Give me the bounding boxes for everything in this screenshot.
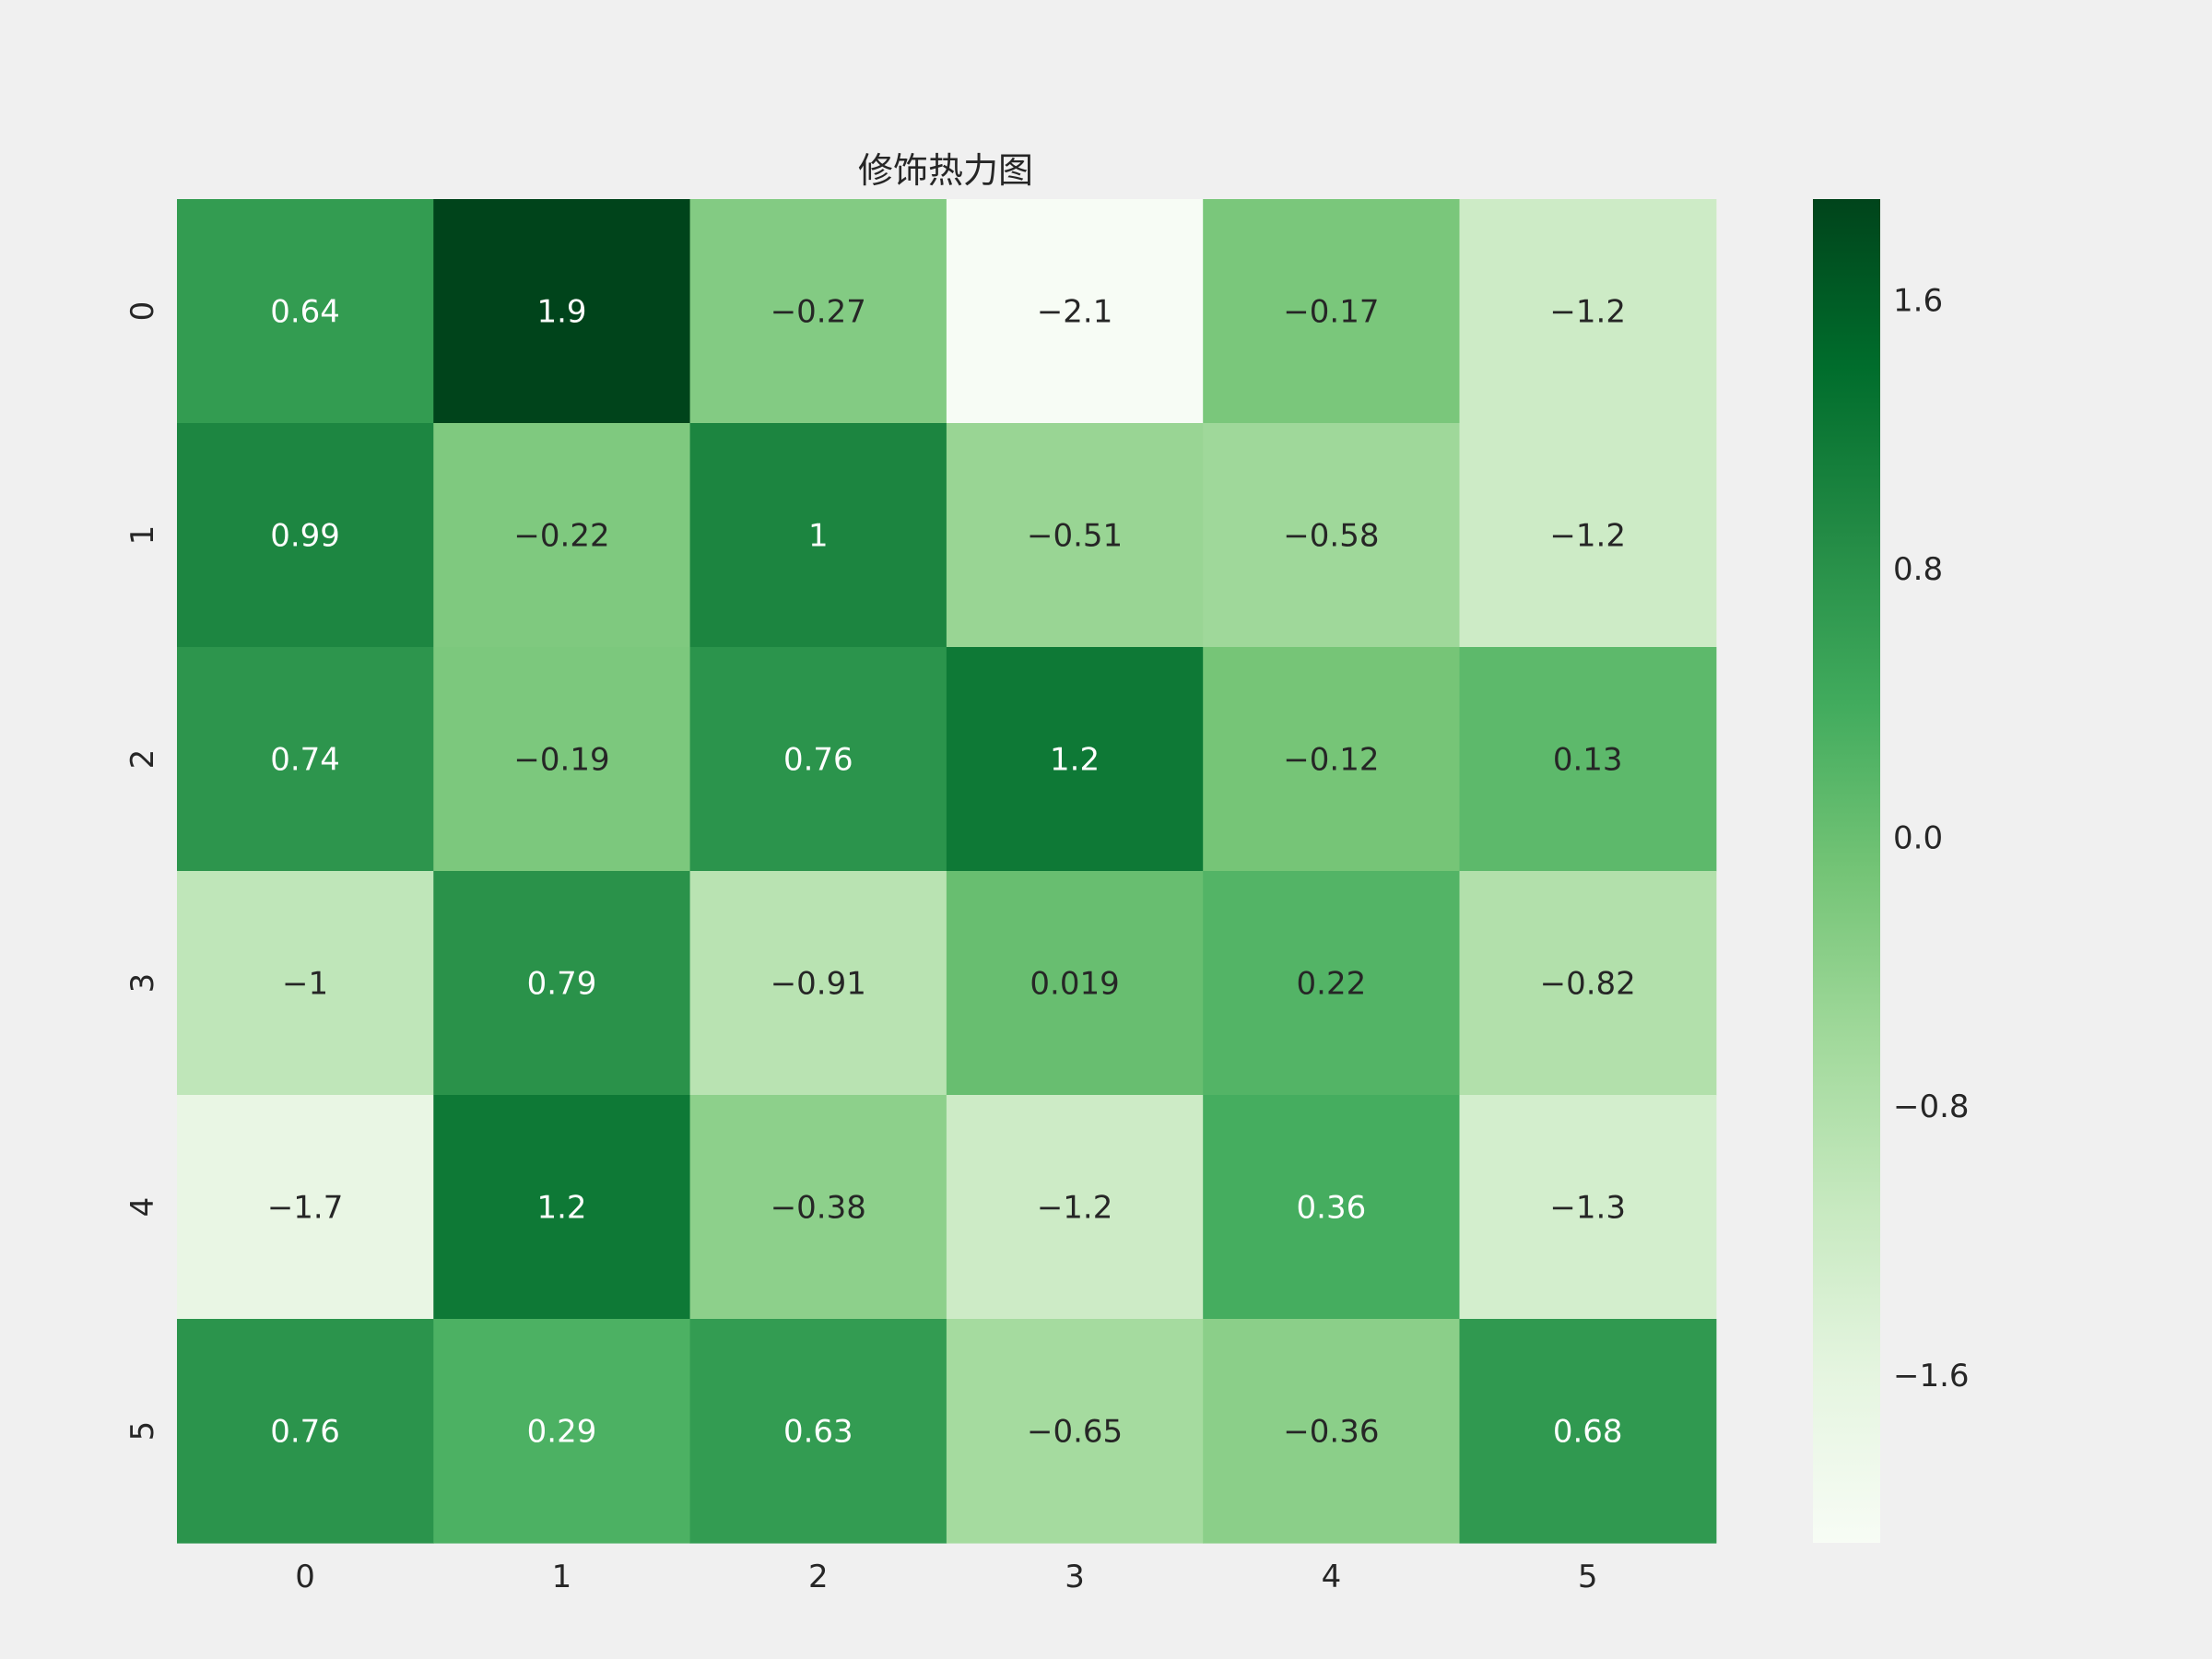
cell-value-label-4-0: −1.7 xyxy=(267,1190,344,1227)
heatmap-cell-0-3 xyxy=(946,199,1204,424)
cell-value-label-3-3: 0.019 xyxy=(1030,966,1119,1003)
cell-value-label-2-0: 0.74 xyxy=(270,742,340,779)
cell-value-label-5-1: 0.29 xyxy=(527,1414,597,1451)
heatmap-cell-4-1 xyxy=(433,1095,691,1320)
cell-value-label-3-2: −0.91 xyxy=(771,966,866,1003)
heatmap-cell-4-4 xyxy=(1203,1095,1461,1320)
x-tick-label-4: 4 xyxy=(1322,1559,1342,1595)
heatmap-cell-3-0 xyxy=(177,871,434,1096)
cell-value-label-4-1: 1.2 xyxy=(536,1190,586,1227)
colorbar-tick-label-1: 0.8 xyxy=(1893,551,1943,588)
cell-value-label-4-2: −0.38 xyxy=(771,1190,866,1227)
heatmap-cells xyxy=(177,199,1717,1544)
heatmap-cell-1-2 xyxy=(689,423,947,648)
colorbar-tick-label-3: −0.8 xyxy=(1893,1088,1970,1125)
heatmap-cell-0-4 xyxy=(1203,199,1461,424)
cell-value-label-1-3: −0.51 xyxy=(1027,518,1123,555)
heatmap-cell-5-0 xyxy=(177,1319,434,1544)
cell-value-label-3-0: −1 xyxy=(282,966,328,1003)
cell-value-label-0-5: −1.2 xyxy=(1549,294,1626,331)
y-tick-label-4: 4 xyxy=(124,1197,161,1218)
heatmap-cell-1-3 xyxy=(946,423,1204,648)
cell-value-label-3-1: 0.79 xyxy=(527,966,597,1003)
y-tick-label-2: 2 xyxy=(124,749,161,770)
cell-value-label-1-5: −1.2 xyxy=(1549,518,1626,555)
cell-value-label-0-0: 0.64 xyxy=(270,294,340,331)
y-tick-label-3: 3 xyxy=(124,973,161,994)
colorbar-tick-label-2: 0.0 xyxy=(1893,820,1943,857)
x-tick-label-3: 3 xyxy=(1065,1559,1085,1595)
cell-value-label-1-0: 0.99 xyxy=(270,518,340,555)
heatmap-cell-3-3 xyxy=(946,871,1204,1096)
heatmap-cell-2-5 xyxy=(1459,647,1717,872)
colorbar-tick-label-0: 1.6 xyxy=(1893,282,1943,319)
heatmap-cell-4-0 xyxy=(177,1095,434,1320)
heatmap-cell-3-4 xyxy=(1203,871,1461,1096)
heatmap-cell-5-2 xyxy=(689,1319,947,1544)
cell-value-label-1-2: 1 xyxy=(808,518,829,555)
heatmap-cell-5-1 xyxy=(433,1319,691,1544)
heatmap-cell-5-3 xyxy=(946,1319,1204,1544)
heatmap-cell-3-5 xyxy=(1459,871,1717,1096)
y-tick-label-0: 0 xyxy=(124,301,161,322)
chart-title: 修饰热力图 xyxy=(858,150,1033,191)
heatmap-cell-2-4 xyxy=(1203,647,1461,872)
heatmap-cell-0-2 xyxy=(689,199,947,424)
cell-value-label-5-0: 0.76 xyxy=(270,1414,340,1451)
y-axis-ticks: 0 1 2 3 4 5 xyxy=(124,301,161,1441)
cell-value-label-5-4: −0.36 xyxy=(1283,1414,1379,1451)
heatmap-cell-2-1 xyxy=(433,647,691,872)
heatmap-cell-2-2 xyxy=(689,647,947,872)
heatmap-cell-3-2 xyxy=(689,871,947,1096)
heatmap-cell-5-4 xyxy=(1203,1319,1461,1544)
heatmap-cell-2-3 xyxy=(946,647,1204,872)
colorbar-ticks: 1.6 0.8 0.0 −0.8 −1.6 xyxy=(1893,282,1970,1394)
heatmap-cell-0-5 xyxy=(1459,199,1717,424)
colorbar-tick-label-4: −1.6 xyxy=(1893,1358,1970,1394)
cell-value-label-0-1: 1.9 xyxy=(536,294,586,331)
cell-value-label-2-3: 1.2 xyxy=(1050,742,1100,779)
x-axis-ticks: 0 1 2 3 4 5 xyxy=(295,1559,1597,1595)
cell-value-label-3-5: −0.82 xyxy=(1540,966,1636,1003)
y-tick-label-5: 5 xyxy=(124,1421,161,1441)
cell-value-label-5-2: 0.63 xyxy=(783,1414,853,1451)
x-tick-label-2: 2 xyxy=(808,1559,829,1595)
cell-value-label-5-3: −0.65 xyxy=(1027,1414,1123,1451)
heatmap-cell-1-1 xyxy=(433,423,691,648)
heatmap-cell-1-4 xyxy=(1203,423,1461,648)
cell-value-label-2-4: −0.12 xyxy=(1283,742,1379,779)
cell-value-label-1-4: −0.58 xyxy=(1283,518,1379,555)
heatmap-cell-5-5 xyxy=(1459,1319,1717,1544)
y-tick-label-1: 1 xyxy=(124,525,161,546)
cell-value-label-3-4: 0.22 xyxy=(1297,966,1367,1003)
cell-value-label-4-3: −1.2 xyxy=(1037,1190,1113,1227)
cell-value-label-0-4: −0.17 xyxy=(1283,294,1379,331)
cell-value-label-0-3: −2.1 xyxy=(1037,294,1113,331)
colorbar-gradient xyxy=(1813,199,1880,1543)
heatmap-cell-1-0 xyxy=(177,423,434,648)
cell-value-label-4-5: −1.3 xyxy=(1549,1190,1626,1227)
colorbar: 1.6 0.8 0.0 −0.8 −1.6 xyxy=(1813,199,1970,1543)
cell-value-label-5-5: 0.68 xyxy=(1553,1414,1623,1451)
heatmap-cell-0-1 xyxy=(433,199,691,424)
cell-value-label-0-2: −0.27 xyxy=(771,294,866,331)
cell-value-label-1-1: −0.22 xyxy=(513,518,609,555)
heatmap-cell-0-0 xyxy=(177,199,434,424)
heatmap-cell-2-0 xyxy=(177,647,434,872)
cell-value-label-2-5: 0.13 xyxy=(1553,742,1623,779)
cell-value-label-4-4: 0.36 xyxy=(1297,1190,1367,1227)
heatmap-cell-1-5 xyxy=(1459,423,1717,648)
heatmap-cell-4-3 xyxy=(946,1095,1204,1320)
heatmap-cell-labels: 0.64 1.9 −0.27 −2.1 −0.17 −1.2 0.99 −0.22 1 −0.51… xyxy=(267,294,1636,1451)
x-tick-label-0: 0 xyxy=(295,1559,315,1595)
heatmap-cell-4-5 xyxy=(1459,1095,1717,1320)
heatmap-cell-4-2 xyxy=(689,1095,947,1320)
x-tick-label-1: 1 xyxy=(552,1559,572,1595)
cell-value-label-2-1: −0.19 xyxy=(513,742,609,779)
cell-value-label-2-2: 0.76 xyxy=(783,742,853,779)
heatmap-cell-3-1 xyxy=(433,871,691,1096)
x-tick-label-5: 5 xyxy=(1578,1559,1598,1595)
